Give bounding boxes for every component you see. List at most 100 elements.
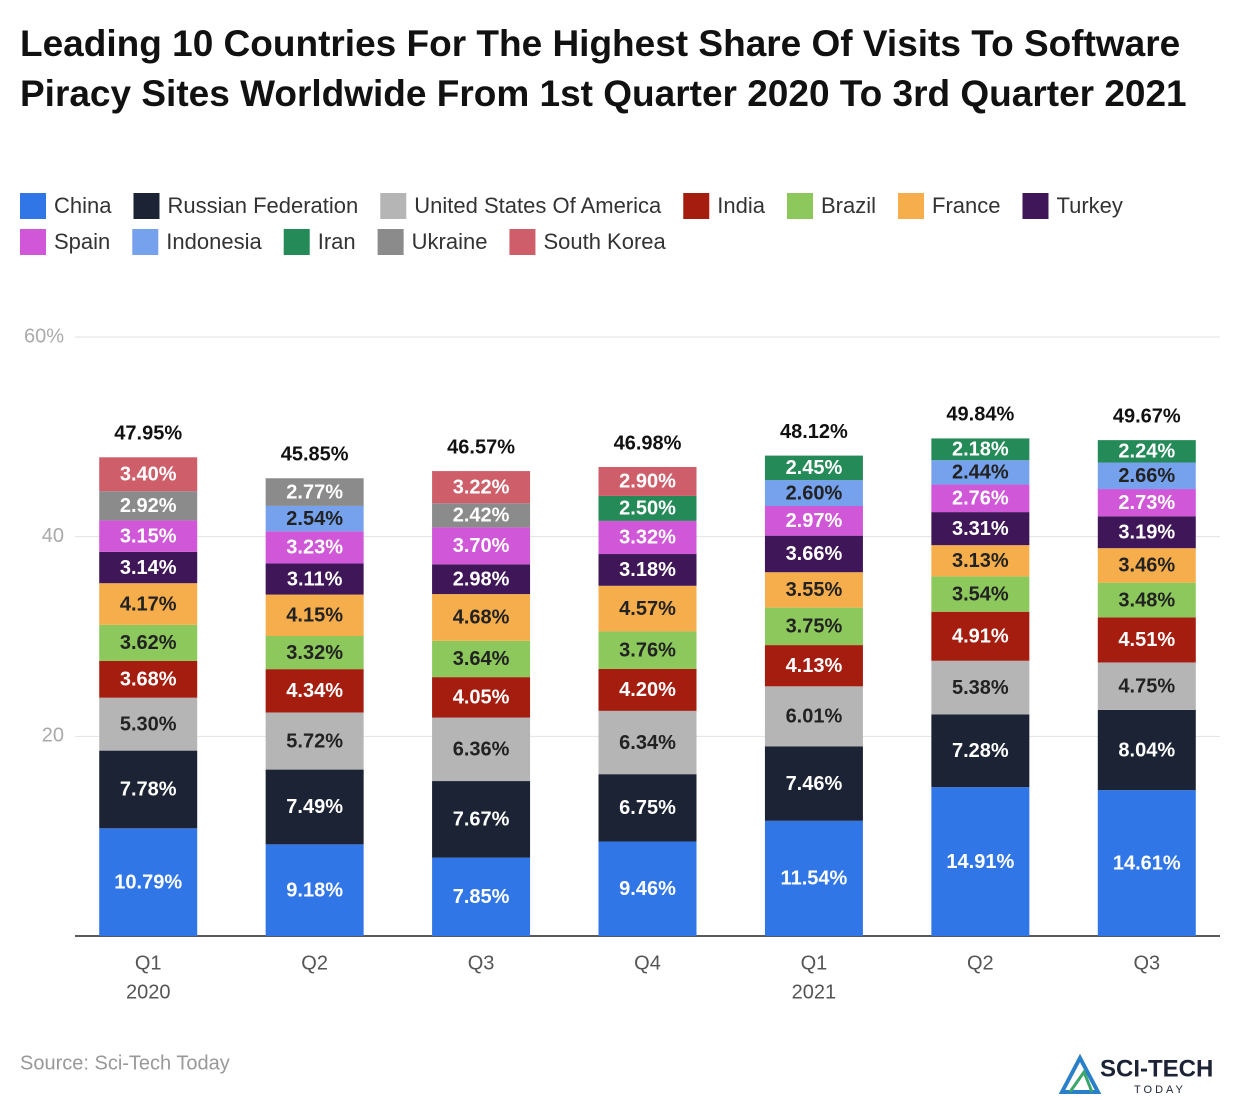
value-label: 2.60%	[786, 482, 843, 504]
legend-label: South Korea	[543, 229, 666, 254]
value-label: 2.24%	[1118, 441, 1175, 463]
value-label: 3.14%	[120, 557, 177, 579]
value-label: 4.05%	[453, 687, 510, 709]
total-label: 46.57%	[447, 436, 515, 458]
value-label: 3.48%	[1118, 589, 1175, 611]
total-label: 45.85%	[281, 444, 349, 466]
bar-segment	[99, 624, 198, 661]
legend-label: India	[717, 193, 765, 218]
bar-segment	[1097, 516, 1196, 549]
value-label: 4.91%	[952, 626, 1009, 648]
value-label: 3.55%	[786, 579, 843, 601]
bar-segment	[598, 668, 697, 711]
value-label: 2.73%	[1118, 492, 1175, 514]
value-label: 3.18%	[619, 559, 676, 581]
x-tick-label: 2021	[792, 981, 837, 1003]
value-label: 2.54%	[286, 508, 343, 530]
bar-segment	[764, 506, 863, 536]
bar-segment	[931, 714, 1030, 788]
y-tick-label: 20	[42, 725, 64, 747]
bar-segment	[99, 491, 198, 521]
value-label: 3.62%	[120, 632, 177, 654]
legend-label: Brazil	[821, 193, 876, 218]
bar-segment	[99, 583, 198, 625]
legend-swatch	[20, 229, 46, 255]
value-label: 2.66%	[1118, 465, 1175, 487]
legend-label: Iran	[318, 229, 356, 254]
bar-segment	[1097, 462, 1196, 490]
value-label: 3.76%	[619, 639, 676, 661]
legend-swatch	[683, 193, 710, 219]
logo: SCI-TECH TODAY	[1058, 1053, 1213, 1096]
y-tick-label: 40	[42, 525, 64, 547]
bar-segment	[265, 594, 364, 637]
value-label: 3.75%	[786, 616, 843, 638]
legend-item: South Korea	[509, 229, 667, 255]
bar-segment	[764, 820, 863, 936]
legend-item: Iran	[283, 229, 356, 255]
bar-segment	[99, 828, 198, 936]
value-label: 7.49%	[286, 796, 343, 818]
bar-segment	[764, 455, 863, 481]
value-label: 6.01%	[786, 706, 843, 728]
legend-label: Indonesia	[166, 229, 262, 254]
bar-segment	[1097, 790, 1196, 936]
bar-segment	[764, 572, 863, 608]
x-tick-label: Q1	[801, 952, 828, 974]
legend-item: Brazil	[786, 193, 876, 219]
bar-segment	[99, 520, 198, 552]
bar-segment	[931, 576, 1030, 612]
bar-segment	[265, 712, 364, 770]
logo-subtext: TODAY	[1134, 1084, 1186, 1096]
bar-segment	[265, 531, 364, 564]
value-label: 3.23%	[286, 537, 343, 559]
value-label: 10.79%	[114, 871, 182, 893]
bar-segment	[931, 460, 1030, 485]
total-label: 46.98%	[614, 432, 682, 454]
y-tick-label: 60%	[24, 325, 64, 347]
bar-segment	[1097, 548, 1196, 583]
legend-item: Ukraine	[377, 229, 487, 255]
value-label: 2.42%	[453, 505, 510, 527]
title-line: Piracy Sites Worldwide From 1st Quarter …	[20, 73, 1187, 114]
value-label: 3.66%	[786, 543, 843, 565]
value-label: 4.34%	[286, 680, 343, 702]
bar-segment	[265, 505, 364, 532]
bar-segment	[265, 769, 364, 845]
x-tick-label: 2020	[126, 981, 171, 1003]
bar-segment	[598, 520, 697, 555]
legend-item: France	[898, 193, 1000, 219]
bar-segment	[265, 636, 364, 670]
logo-icon	[1058, 1053, 1102, 1094]
legend-swatch	[20, 193, 46, 219]
bar-segment	[764, 686, 863, 747]
value-label: 8.04%	[1118, 739, 1175, 761]
value-label: 2.76%	[952, 488, 1009, 510]
x-tick-label: Q2	[301, 952, 328, 974]
value-label: 4.68%	[453, 607, 510, 629]
x-tick-label: Q2	[967, 952, 994, 974]
value-label: 3.11%	[287, 568, 343, 590]
bar-segment	[931, 438, 1030, 461]
value-label: 6.34%	[619, 732, 676, 754]
legend-item: Russian Federation	[133, 193, 358, 219]
chart-title: Leading 10 Countries For The Highest Sha…	[20, 23, 1187, 114]
value-label: 3.70%	[453, 535, 510, 557]
legend-label: United States Of America	[414, 193, 662, 218]
value-label: 4.13%	[786, 655, 843, 677]
bar-segment	[1097, 489, 1196, 517]
value-label: 9.18%	[286, 879, 343, 901]
bar-segment	[1097, 662, 1196, 710]
value-label: 4.15%	[286, 605, 343, 627]
value-label: 6.36%	[453, 739, 510, 761]
value-label: 14.61%	[1113, 852, 1181, 874]
value-label: 2.98%	[453, 568, 510, 590]
value-label: 5.72%	[286, 730, 343, 752]
legend-label: Russian Federation	[167, 193, 358, 218]
bar-segment	[432, 471, 531, 504]
value-label: 4.51%	[1118, 629, 1175, 651]
bar-segment	[764, 746, 863, 821]
value-label: 3.31%	[952, 518, 1009, 540]
bar-segment	[598, 466, 697, 496]
value-label: 3.68%	[120, 669, 177, 691]
